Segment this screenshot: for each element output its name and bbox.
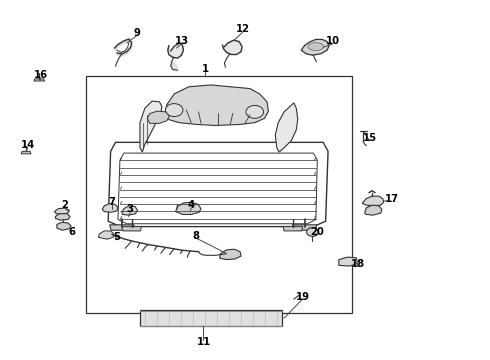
Polygon shape <box>220 249 241 260</box>
Text: 8: 8 <box>193 231 199 240</box>
Text: 19: 19 <box>295 292 310 302</box>
Polygon shape <box>102 204 118 212</box>
Text: 13: 13 <box>174 36 189 46</box>
Polygon shape <box>222 40 242 54</box>
Polygon shape <box>140 101 162 152</box>
Text: 3: 3 <box>127 204 134 215</box>
Polygon shape <box>147 111 169 123</box>
Circle shape <box>307 228 318 236</box>
Polygon shape <box>122 226 142 231</box>
Polygon shape <box>283 226 303 231</box>
Polygon shape <box>34 79 45 81</box>
Polygon shape <box>168 43 183 58</box>
Polygon shape <box>98 231 114 239</box>
Text: 7: 7 <box>109 197 116 207</box>
Text: 10: 10 <box>326 36 340 46</box>
Bar <box>140 310 282 326</box>
Text: 12: 12 <box>236 24 249 35</box>
Text: 14: 14 <box>21 140 35 150</box>
Circle shape <box>165 104 183 117</box>
Polygon shape <box>122 206 138 215</box>
Polygon shape <box>362 196 384 206</box>
Text: 9: 9 <box>133 28 140 38</box>
Polygon shape <box>164 85 269 126</box>
Polygon shape <box>57 222 71 230</box>
Text: 17: 17 <box>385 194 398 204</box>
Ellipse shape <box>308 42 324 50</box>
Polygon shape <box>110 225 134 230</box>
Polygon shape <box>54 208 69 215</box>
Text: 4: 4 <box>188 200 195 210</box>
Circle shape <box>246 105 264 118</box>
Text: 15: 15 <box>363 133 377 143</box>
Polygon shape <box>301 40 329 55</box>
Polygon shape <box>293 225 317 230</box>
Polygon shape <box>171 62 177 69</box>
Text: 5: 5 <box>114 232 121 242</box>
Text: 1: 1 <box>201 64 209 74</box>
Polygon shape <box>55 214 70 220</box>
Text: 16: 16 <box>34 70 48 80</box>
Polygon shape <box>275 103 298 152</box>
Polygon shape <box>175 202 201 215</box>
Polygon shape <box>365 205 382 215</box>
Polygon shape <box>21 151 31 154</box>
Text: 11: 11 <box>196 337 211 347</box>
Text: 2: 2 <box>61 200 68 210</box>
Polygon shape <box>339 257 357 266</box>
Text: 20: 20 <box>311 227 324 237</box>
Text: 18: 18 <box>351 259 366 269</box>
Text: 6: 6 <box>68 227 75 237</box>
Bar <box>86 76 352 313</box>
